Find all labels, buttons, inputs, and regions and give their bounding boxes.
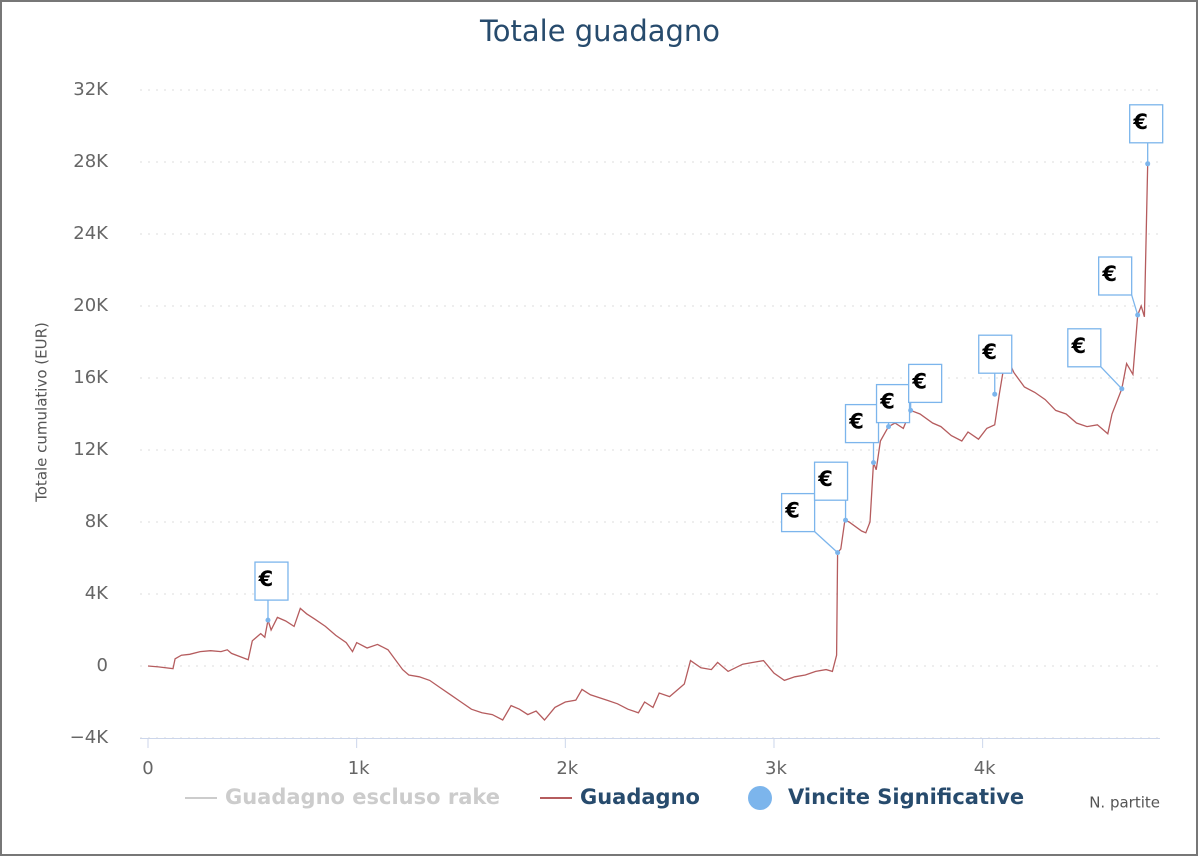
y-tick-label: 16K (73, 367, 109, 388)
y-tick-label: 28K (73, 151, 109, 172)
flag-label: € (911, 369, 927, 393)
flag-label: € (1132, 110, 1148, 134)
legend-item[interactable]: Vincite Significative (748, 785, 1024, 810)
scatter-point (1145, 161, 1151, 167)
x-tick-label: 0 (142, 758, 153, 779)
line-series (147, 163, 1149, 721)
flag-label: € (784, 499, 800, 523)
flag-label: € (981, 340, 997, 364)
y-tick-label: 24K (73, 223, 109, 244)
flag-connector (1131, 294, 1139, 316)
legend-label: Guadagno escluso rake (225, 785, 500, 809)
flag-box (1067, 328, 1102, 368)
flag-connector (814, 531, 839, 554)
scatter-point (886, 424, 892, 430)
flag-box (1098, 256, 1133, 296)
x-tick-label: 3k (765, 758, 787, 779)
scatter-point (843, 517, 849, 523)
legend-symbol (748, 786, 772, 810)
scatter-point (908, 407, 914, 413)
flag-label: € (1101, 262, 1117, 286)
flag-label: € (1071, 334, 1087, 358)
x-tick-label: 1k (348, 758, 370, 779)
scatter-point (1119, 386, 1125, 392)
scatter-point (265, 617, 271, 623)
flag-box (813, 461, 849, 501)
scatter-point (871, 460, 877, 466)
x-tick-label: 4k (974, 758, 996, 779)
flag-label: € (848, 410, 864, 434)
x-tick-label: 2k (556, 758, 578, 779)
flag-label: € (879, 390, 895, 414)
flag-box (1129, 104, 1164, 144)
y-tick-label: 0 (97, 655, 108, 676)
legend-label: Vincite Significative (788, 785, 1024, 809)
flag-box (780, 492, 816, 533)
legend-label: Guadagno (580, 785, 700, 809)
y-tick-label: 20K (73, 295, 109, 316)
scatter-point (992, 391, 998, 397)
flag-box (254, 561, 289, 601)
scatter-point (1135, 312, 1141, 318)
flag-label: € (258, 567, 274, 591)
y-tick-label: 8K (85, 511, 109, 532)
legend-item[interactable]: Guadagno escluso rake (185, 785, 500, 809)
flag-box (908, 363, 943, 404)
y-tick-label: 4K (85, 583, 109, 604)
y-tick-label: 32K (73, 79, 109, 100)
flag-box (978, 334, 1013, 374)
x-axis-title: N. partite (1089, 794, 1160, 812)
y-axis-title: Totale cumulativo (EUR) (33, 322, 51, 503)
flag-connector (1100, 366, 1123, 390)
flag-label: € (817, 467, 833, 491)
y-tick-label: 12K (73, 439, 109, 460)
flag-box (844, 403, 880, 444)
flag-box (875, 383, 911, 424)
y-tick-label: −4K (70, 727, 110, 748)
chart-title: Totale guadagno (479, 14, 720, 48)
scatter-point (835, 550, 841, 556)
legend-item[interactable]: Guadagno (540, 785, 700, 809)
